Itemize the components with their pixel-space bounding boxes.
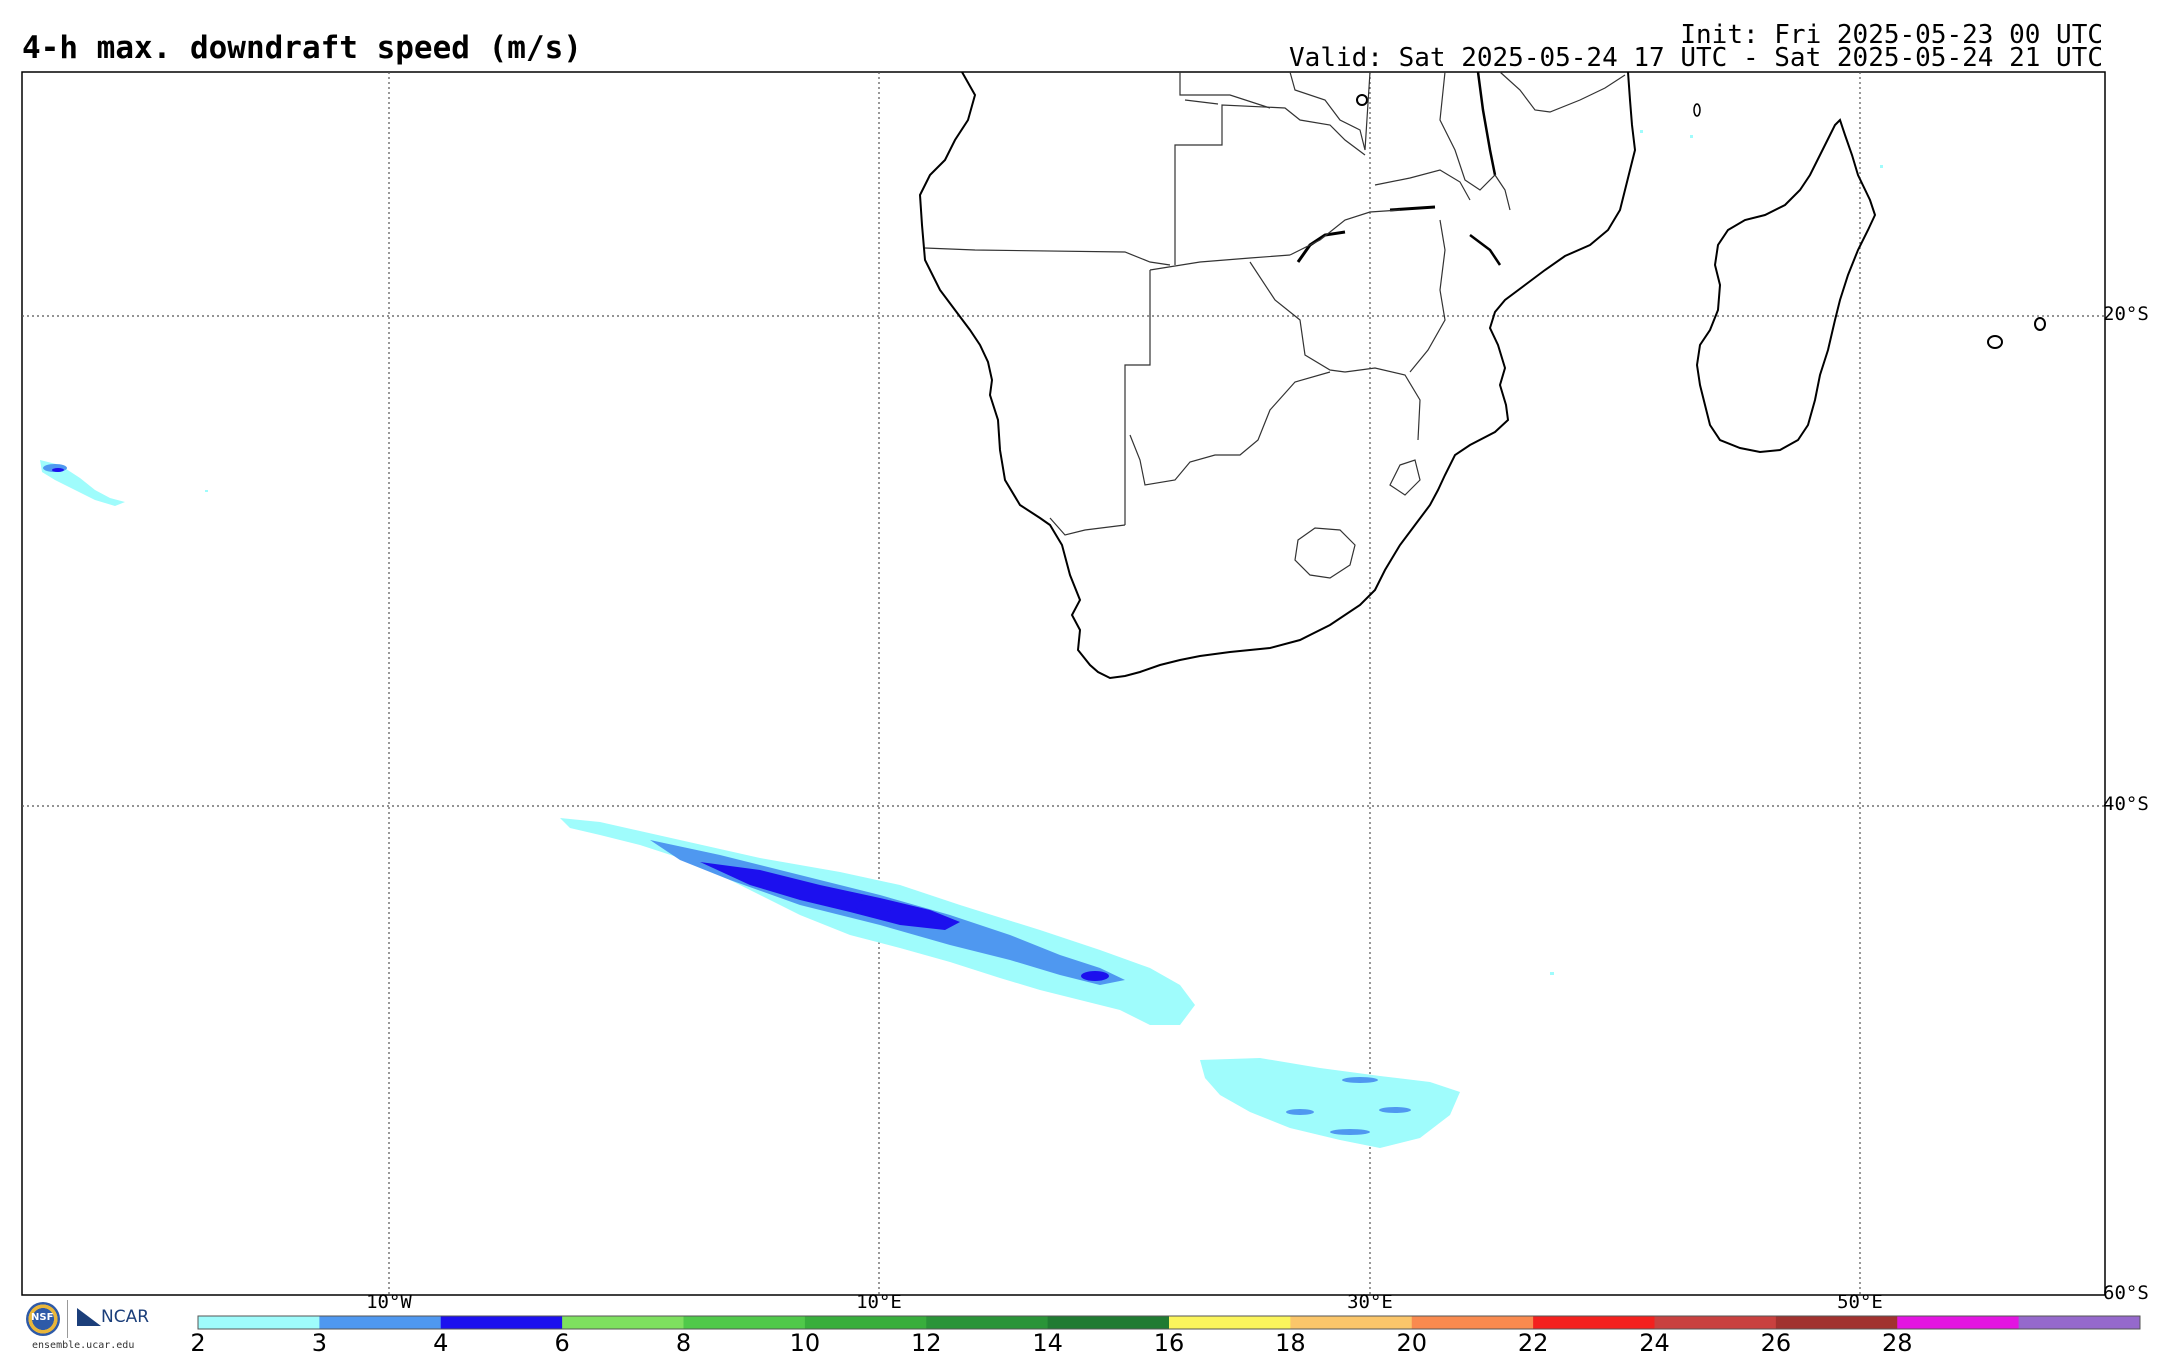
lat-label-60s: 60°S	[2103, 1282, 2149, 1304]
colorbar-tick-label: 18	[1275, 1329, 1306, 1357]
lat-label-40s: 40°S	[2103, 793, 2149, 815]
speck	[1550, 972, 1554, 975]
border-eswatini	[1389, 459, 1421, 496]
lon-label-50e: 50°E	[1837, 1291, 1883, 1313]
downdraft-east-mid-3	[1330, 1129, 1370, 1135]
downdraft-east-mid-2	[1286, 1109, 1314, 1115]
init-time: Init: Fri 2025-05-23 00 UTC	[1680, 20, 2103, 50]
downdraft-field	[40, 130, 1883, 1148]
colorbar-tick-label: 6	[554, 1329, 570, 1357]
border-zambia-angola	[1174, 104, 1366, 265]
border-namibia-sa	[1049, 517, 1126, 536]
gridlines	[22, 72, 2105, 1295]
colorbar-tick-label: 10	[789, 1329, 821, 1357]
island-reunion	[2034, 317, 2046, 331]
africa-coastline	[918, 71, 1637, 680]
lat-label-20s: 20°S	[2103, 303, 2149, 325]
downdraft-band-core	[700, 862, 960, 930]
site-url: ensemble.ucar.edu	[32, 1340, 135, 1351]
colorbar-tick-label: 20	[1396, 1329, 1428, 1357]
border-malawi	[1439, 71, 1511, 211]
border-botswana	[1249, 261, 1346, 373]
nsf-seal-icon	[26, 1302, 60, 1336]
colorbar-tick-label: 4	[433, 1329, 449, 1357]
downdraft-core-mid	[855, 899, 895, 913]
colorbar-tick-label: 16	[1153, 1329, 1185, 1357]
downdraft-west-core	[52, 468, 64, 472]
colorbar-tick-label: 3	[311, 1329, 328, 1357]
lake-kariba	[1296, 230, 1346, 263]
colorbar-tick-label: 22	[1517, 1329, 1549, 1357]
island-north-2	[1693, 103, 1701, 117]
logo-divider	[67, 1300, 68, 1338]
border-tanzania-mozambique	[1499, 71, 1626, 113]
valid-time: Valid: Sat 2025-05-24 17 UTC - Sat 2025-…	[1289, 43, 2103, 73]
downdraft-core-east	[1081, 971, 1109, 981]
border-zambia-congo-n	[1184, 99, 1219, 105]
colorbar-tick-label: 8	[675, 1329, 692, 1357]
border-zambia-mozambique	[1374, 169, 1471, 201]
border-drc-zambia-north	[1289, 71, 1371, 151]
border-zimbabwe-mozambique	[1344, 367, 1421, 441]
border-botswana-sa	[1129, 371, 1331, 486]
lake-tanganyika	[1389, 205, 1436, 212]
border-zimbabwe-zambia	[1289, 209, 1401, 256]
border-namibia-botswana	[1124, 270, 1151, 525]
lake-cahora	[1469, 234, 1502, 266]
downdraft-east-mid-4	[1379, 1107, 1411, 1113]
map-frame	[21, 71, 2106, 1296]
lon-label-10w: 10°W	[366, 1291, 412, 1313]
lake-malawi	[1476, 71, 1497, 176]
border-mozambique-zimbabwe-east	[1409, 219, 1446, 373]
ncar-mark-icon	[77, 1308, 101, 1326]
map-title: 4-h max. downdraft speed (m/s)	[22, 30, 582, 66]
border-lesotho	[1294, 527, 1356, 579]
speck	[205, 490, 208, 492]
downdraft-east-mid-1	[1342, 1077, 1378, 1083]
border-namibia-angola	[924, 247, 1171, 266]
speck	[1640, 130, 1643, 133]
colorbar-tick-label: 14	[1032, 1329, 1063, 1357]
speck	[1880, 165, 1883, 168]
ncar-logo: NSF NCAR ensemble.ucar.edu	[22, 1298, 157, 1354]
madagascar-coastline	[1695, 118, 1877, 454]
lon-label-30e: 30°E	[1347, 1291, 1393, 1313]
ncar-text: NCAR	[101, 1307, 150, 1327]
island-mauritius	[1987, 335, 2003, 349]
colorbar-tick-label: 26	[1760, 1329, 1792, 1357]
downdraft-east-light	[1200, 1058, 1460, 1148]
colorbar-tick-label: 2	[190, 1329, 206, 1357]
colorbar-tick-label: 24	[1639, 1329, 1670, 1357]
nsf-text: NSF	[31, 1312, 54, 1323]
colorbar-tick-label: 12	[910, 1329, 942, 1357]
speck	[1690, 135, 1693, 138]
island-north-1	[1356, 94, 1368, 106]
border-zambia-drc	[1179, 72, 1271, 109]
country-borders	[924, 71, 1626, 579]
border-caprivi	[1149, 254, 1291, 271]
lon-label-10e: 10°E	[856, 1291, 902, 1313]
colorbar-tick-label: 28	[1881, 1329, 1913, 1357]
